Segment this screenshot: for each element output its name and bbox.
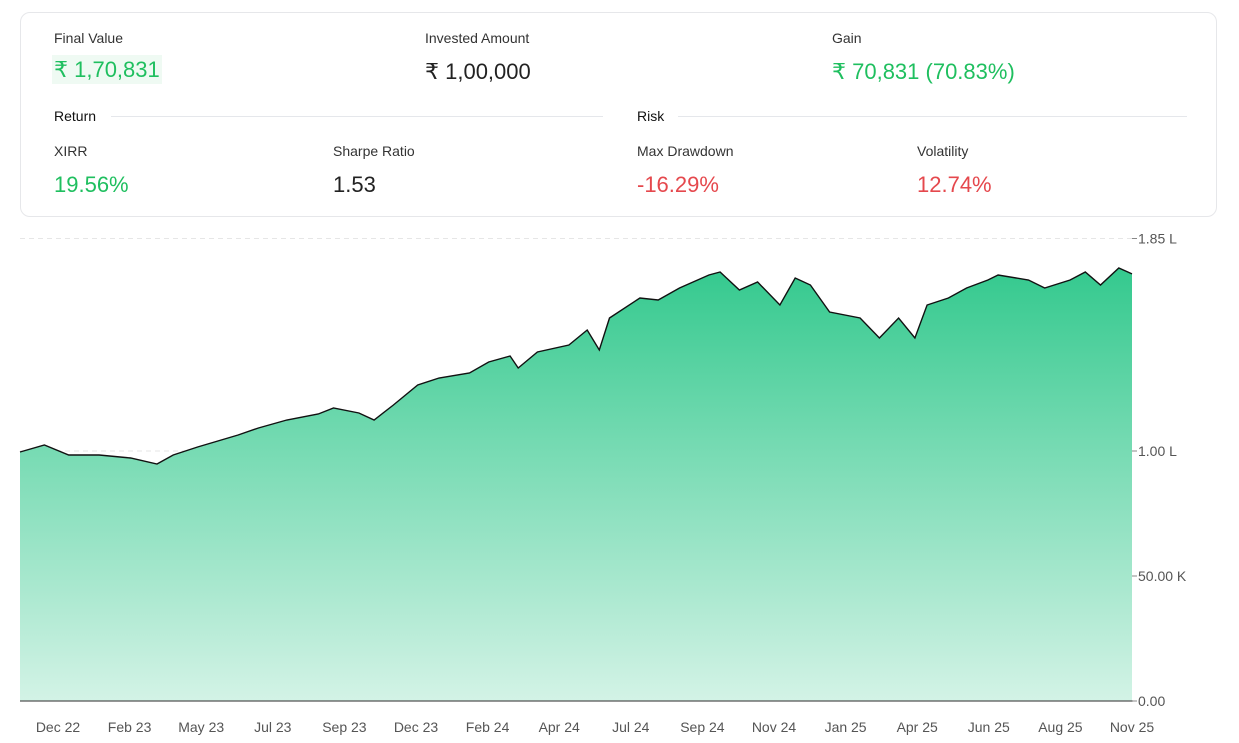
return-section-title: Return [54,108,97,124]
x-tick-label: Apr 25 [897,719,938,735]
volatility-label: Volatility [917,143,969,159]
x-tick-label: Sep 24 [680,719,725,735]
x-tick-label: Feb 24 [466,719,510,735]
final-value: ₹ 1,70,831 [52,55,162,84]
return-divider [111,116,603,117]
x-tick-label: Dec 23 [394,719,439,735]
sharpe-value: 1.53 [333,172,376,197]
value-area [20,268,1132,701]
value-line [19,267,1133,465]
x-tick-label: Sep 23 [322,719,367,735]
risk-section-title: Risk [637,108,665,124]
drawdown-value: -16.29% [637,172,719,197]
x-tick-label: Nov 25 [1110,719,1155,735]
risk-divider [678,116,1187,117]
x-tick-label: Jul 24 [612,719,650,735]
final-value-label: Final Value [54,30,124,46]
drawdown-label: Max Drawdown [637,143,734,159]
gain-label: Gain [832,30,862,46]
x-tick-label: Apr 24 [539,719,580,735]
x-tick-label: Nov 24 [752,719,797,735]
x-tick-label: Jan 25 [825,719,867,735]
sharpe-label: Sharpe Ratio [333,143,415,159]
y-tick-label: 50.00 K [1138,568,1187,584]
y-tick-label: 0.00 [1138,693,1165,709]
invested-label: Invested Amount [425,30,530,46]
y-tick-label: 1.85 L [1138,231,1177,247]
x-tick-label: Dec 22 [36,719,81,735]
volatility-value: 12.74% [917,172,992,197]
x-tick-label: May 23 [178,719,224,735]
summary-card: Final Value ₹ 1,70,831 Invested Amount ₹… [20,12,1217,217]
gain-value: ₹ 70,831 (70.83%) [832,59,1015,84]
xirr-label: XIRR [54,143,88,159]
x-tick-label: Aug 25 [1038,719,1083,735]
invested-value: ₹ 1,00,000 [425,59,531,84]
x-tick-label: Feb 23 [108,719,152,735]
x-tick-label: Jun 25 [968,719,1010,735]
x-tick-label: Jul 23 [254,719,292,735]
xirr-value: 19.56% [54,172,129,197]
y-tick-label: 1.00 L [1138,443,1177,459]
